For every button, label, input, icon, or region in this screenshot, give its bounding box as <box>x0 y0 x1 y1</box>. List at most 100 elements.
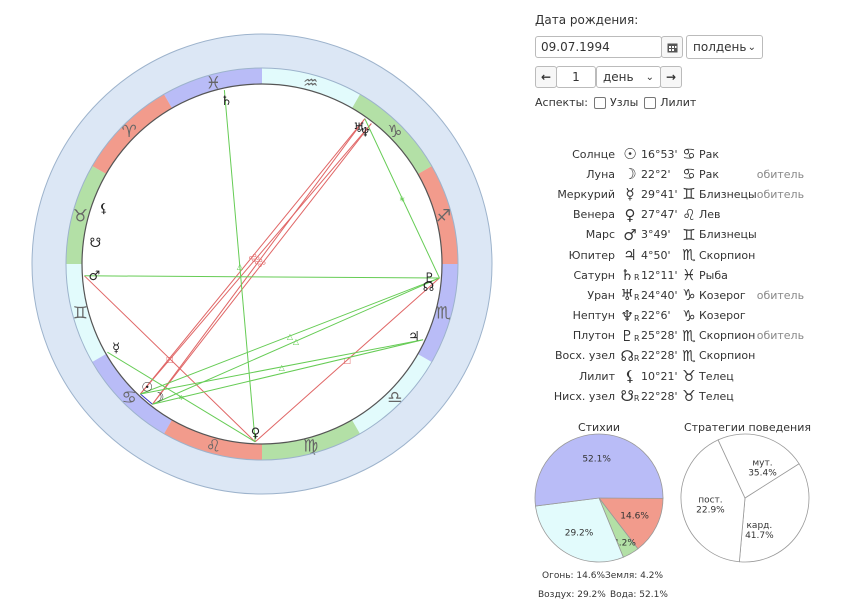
aspect-symbol: ☍ <box>258 260 266 269</box>
aspect-lines: ☍☍☍☍□□∗△△△△∗ <box>84 89 440 443</box>
pie-label: 52.1% <box>582 454 611 464</box>
prev-button[interactable]: ← <box>535 66 557 88</box>
planet-marker-icon: ☿ <box>112 341 120 356</box>
zodiac-segment <box>164 68 262 109</box>
sign-name: Телец <box>699 389 734 403</box>
aspects-label: Аспекты: <box>535 96 588 109</box>
planet-glyph-icon: ♅R <box>620 286 640 305</box>
planet-marker-icon: ☉ <box>141 381 153 396</box>
planet-name: Венера <box>573 208 615 222</box>
planet-row: Луна ☽ 22°2' ♋ Рак обитель <box>535 164 804 184</box>
planet-glyph-icon: ☉ <box>623 145 637 164</box>
planet-row: Уран ♅R 24°40' ♑ Козерог обитель <box>535 285 804 305</box>
planet-name: Восх. узел <box>555 349 615 363</box>
planet-glyph-icon: ♄R <box>620 266 640 285</box>
zodiac-sign-icon: ♑ <box>387 122 402 142</box>
lilith-checkbox[interactable] <box>644 96 657 109</box>
aspect-symbol: △ <box>237 262 244 271</box>
sign-glyph-icon: ♉ <box>682 367 696 386</box>
pie-label: 4.2% <box>613 538 636 548</box>
planet-name: Марс <box>585 228 615 242</box>
planet-glyph-icon: ☋R <box>620 387 640 406</box>
time-select[interactable]: полдень ⌄ <box>686 35 763 59</box>
aspect-symbol: □ <box>166 355 174 364</box>
zodiac-segment <box>417 264 458 362</box>
pie-label: кард. <box>747 521 773 531</box>
step-input[interactable]: 1 <box>556 66 596 88</box>
planet-degree: 25°28' <box>641 329 678 343</box>
pie-slice-mode-1 <box>680 439 746 563</box>
natal-chart-wheel: ♈♉♊♋♌♍♎♏♐♑♒♓ ☍☍☍☍□□∗△△△△∗ ☉☽☿♀♂♃♄♅♆♇☊⚸☋ <box>31 33 493 495</box>
planet-marker-icon: ♅ <box>353 121 365 136</box>
planet-degree: 3°49' <box>641 228 671 242</box>
aspect-line <box>223 89 256 442</box>
nodes-label: Узлы <box>609 96 639 109</box>
chevron-down-icon: ⌄ <box>747 41 756 53</box>
dignity <box>757 265 804 285</box>
chevron-down-icon: ⌄ <box>645 71 654 83</box>
sign-name: Телец <box>699 369 734 383</box>
next-button[interactable]: → <box>660 66 682 88</box>
planet-marker-icon: ♆ <box>359 125 371 140</box>
zodiac-segment <box>352 354 432 434</box>
pie-label: 29.2% <box>565 528 594 538</box>
sign-name: Рыба <box>699 268 728 282</box>
legend-air: Воздух: 29.2% <box>538 590 606 600</box>
zodiac-sign-icon: ♍ <box>303 437 318 457</box>
planet-row: Сатурн ♄R 12°11' ♓ Рыба <box>535 265 804 285</box>
zodiac-sign-icon: ♐ <box>436 206 451 226</box>
aspect-line <box>152 123 372 405</box>
sign-glyph-icon: ♊ <box>682 185 696 204</box>
planet-degree: 22°28' <box>641 349 678 363</box>
pie-slice-1 <box>598 497 664 550</box>
pie-slice-2 <box>598 497 639 558</box>
dignity: обитель <box>756 187 805 201</box>
sign-glyph-icon: ♏ <box>682 346 696 365</box>
legend-fire: Огонь: 14.6% <box>542 571 605 581</box>
planet-marker-icon: ♃ <box>408 330 420 345</box>
calendar-button[interactable] <box>661 36 683 58</box>
pie-slice-mode-0 <box>738 463 810 563</box>
dignity: обитель <box>756 329 805 343</box>
birth-date-label: Дата рождения: <box>535 13 639 27</box>
aspect-symbol: △ <box>287 332 294 341</box>
planet-row: Лилит ⚸ 10°21' ♉ Телец <box>535 366 804 386</box>
birth-date-input[interactable]: 09.07.1994 <box>535 36 662 58</box>
planet-glyph-icon: ♂ <box>623 225 637 244</box>
arrow-right-icon: → <box>665 70 677 84</box>
pie-label: 41.7% <box>745 531 774 541</box>
planet-glyph-icon: ♃ <box>623 246 637 265</box>
sign-name: Козерог <box>699 309 746 323</box>
pie-label: 22.9% <box>696 506 725 516</box>
dignity: обитель <box>756 288 805 302</box>
sign-name: Лев <box>699 208 721 222</box>
pie-slice-0 <box>534 433 664 507</box>
planet-marker-icon: ⚸ <box>99 202 109 217</box>
dignity <box>757 205 804 225</box>
aspect-line <box>254 277 440 443</box>
zodiac-segment <box>262 419 360 460</box>
planet-marker-icon: ☋ <box>90 236 102 251</box>
calendar-icon <box>667 43 677 52</box>
zodiac-sign-icon: ♉ <box>73 206 88 226</box>
aspect-line <box>139 123 372 395</box>
zodiac-sign-icon: ♏ <box>436 304 451 324</box>
aspect-symbol: □ <box>344 356 352 365</box>
aspect-line <box>139 118 366 395</box>
planet-name: Уран <box>587 288 615 302</box>
step-unit-select[interactable]: день ⌄ <box>596 66 661 88</box>
planet-degree: 22°28' <box>641 389 678 403</box>
sign-name: Скорпион <box>699 349 756 363</box>
zodiac-sign-icon: ♊ <box>73 304 88 324</box>
planet-glyph-icon: ♆R <box>620 306 640 325</box>
pie-slice-3 <box>535 497 624 563</box>
planet-name: Плутон <box>572 329 615 343</box>
planet-row: Восх. узел ☊R 22°28' ♏ Скорпион <box>535 346 804 366</box>
dignity: обитель <box>756 167 805 181</box>
aspect-line <box>152 118 366 405</box>
aspect-symbol: ∗ <box>399 194 406 203</box>
sign-glyph-icon: ♓ <box>682 266 696 285</box>
planet-degree: 27°47' <box>641 208 678 222</box>
nodes-checkbox[interactable] <box>593 96 606 109</box>
planet-row: Солнце ☉ 16°53' ♋ Рак <box>535 144 804 164</box>
